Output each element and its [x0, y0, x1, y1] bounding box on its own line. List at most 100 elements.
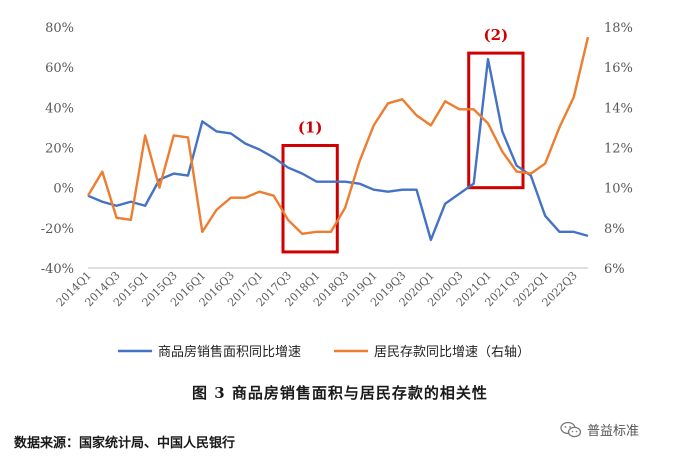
data-point — [273, 195, 275, 197]
legend-label-sales-area: 商品房销售面积同比增速 — [158, 344, 301, 360]
data-point — [544, 215, 546, 217]
data-point — [144, 134, 146, 136]
data-point — [144, 205, 146, 207]
data-point — [330, 231, 332, 233]
data-point — [158, 186, 160, 188]
data-point — [244, 197, 246, 199]
data-point — [315, 231, 317, 233]
data-point — [101, 201, 103, 203]
data-point — [301, 233, 303, 235]
data-point — [573, 96, 575, 98]
data-point — [373, 124, 375, 126]
data-point — [315, 180, 317, 182]
left-tick-label: 0% — [53, 182, 74, 197]
data-point — [201, 231, 203, 233]
left-tick-label: 40% — [45, 101, 74, 116]
right-tick-label: 10% — [604, 182, 633, 197]
data-point — [430, 239, 432, 241]
data-point — [358, 182, 360, 184]
data-point — [115, 205, 117, 207]
data-point — [130, 219, 132, 221]
right-tick-label: 16% — [604, 61, 633, 76]
data-point — [401, 98, 403, 100]
left-tick-label: 80% — [45, 21, 74, 36]
data-point — [473, 108, 475, 110]
data-point — [215, 209, 217, 211]
left-tick-label: -40% — [41, 262, 74, 277]
data-point — [287, 219, 289, 221]
data-point — [258, 148, 260, 150]
data-point — [358, 160, 360, 162]
data-point — [201, 120, 203, 122]
data-point — [487, 122, 489, 124]
data-point — [230, 197, 232, 199]
data-point — [287, 166, 289, 168]
data-point — [87, 195, 89, 197]
data-point — [501, 130, 503, 132]
data-point — [173, 172, 175, 174]
left-tick-label: -20% — [41, 222, 74, 237]
data-point — [187, 174, 189, 176]
data-point — [458, 108, 460, 110]
data-point — [187, 136, 189, 138]
right-tick-label: 12% — [604, 142, 633, 157]
left-tick-label: 20% — [45, 142, 74, 157]
chart-area: (1) (2) -40% -20% 0% 20% 40% 60% 80% 6% 8% 10% 12%… — [41, 21, 633, 360]
wechat-icon — [560, 421, 582, 437]
data-point — [587, 36, 589, 38]
data-point — [458, 192, 460, 194]
annotation-label: (2) — [484, 26, 509, 44]
data-point — [258, 190, 260, 192]
data-point — [173, 134, 175, 136]
data-point — [415, 188, 417, 190]
annotation-boxes: (1) (2) — [281, 26, 525, 254]
data-point — [473, 182, 475, 184]
data-point — [158, 178, 160, 180]
legend: 商品房销售面积同比增速 居民存款同比增速（右轴） — [118, 344, 530, 360]
data-point — [430, 124, 432, 126]
data-point — [230, 132, 232, 134]
data-point — [444, 203, 446, 205]
data-point — [587, 235, 589, 237]
data-point — [444, 100, 446, 102]
x-axis-ticks: 2014Q12014Q32015Q12015Q32016Q12016Q32017… — [54, 269, 580, 309]
data-point — [515, 164, 517, 166]
series-line-deposits — [86, 36, 590, 236]
data-point — [130, 201, 132, 203]
data-point — [558, 126, 560, 128]
right-tick-label: 8% — [604, 222, 625, 237]
data-point — [487, 58, 489, 60]
legend-label-deposits: 居民存款同比增速（右轴） — [374, 345, 530, 360]
data-point — [501, 150, 503, 152]
right-tick-label: 14% — [604, 101, 633, 116]
data-point — [373, 188, 375, 190]
data-point — [101, 170, 103, 172]
data-point — [387, 102, 389, 104]
watermark: 普益标准 — [560, 420, 639, 439]
data-point — [387, 190, 389, 192]
data-point — [558, 231, 560, 233]
right-tick-label: 18% — [604, 21, 633, 36]
data-point — [273, 156, 275, 158]
data-point — [301, 172, 303, 174]
data-point — [344, 207, 346, 209]
data-point — [544, 162, 546, 164]
left-tick-label: 60% — [45, 61, 74, 76]
annotation-label: (1) — [298, 118, 323, 136]
data-point — [330, 180, 332, 182]
watermark-text: 普益标准 — [587, 424, 640, 439]
data-point — [115, 217, 117, 219]
annotation-box — [467, 51, 525, 190]
data-point — [344, 180, 346, 182]
data-point — [401, 188, 403, 190]
figure-caption: 图 3 商品房销售面积与居民存款的相关性 — [192, 384, 488, 402]
data-point — [215, 130, 217, 132]
right-axis-ticks: 6% 8% 10% 12% 14% 16% 18% — [604, 21, 633, 277]
left-axis-ticks: -40% -20% 0% 20% 40% 60% 80% — [41, 21, 74, 277]
data-point — [515, 170, 517, 172]
data-point — [415, 114, 417, 116]
annotation-box — [281, 143, 339, 254]
data-source: 数据来源：国家统计局、中国人民银行 — [14, 436, 236, 451]
right-tick-label: 6% — [604, 262, 625, 277]
data-point — [244, 142, 246, 144]
